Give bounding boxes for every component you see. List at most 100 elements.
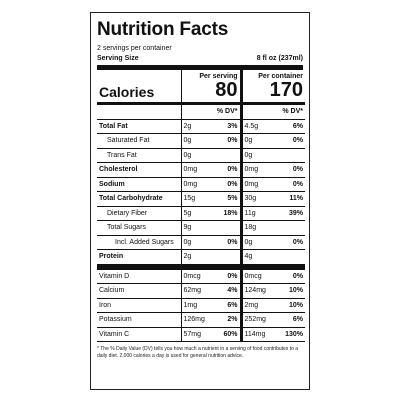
amount: 4.5g [239, 119, 274, 134]
amount: 126mg [180, 312, 215, 328]
daily-value: 0% [273, 235, 306, 250]
amount: 1mg [180, 298, 215, 313]
nutrient-name: Vitamin C [97, 327, 181, 342]
amount: 0mg [180, 162, 215, 178]
nutrient-name: Sodium [97, 177, 181, 192]
amount: 0mg [239, 177, 274, 192]
serving-head: Per serving 80 [180, 70, 242, 105]
blank-cell [97, 103, 181, 120]
nutrient-name: Dietary Fiber [97, 206, 181, 221]
daily-value: 3% [215, 119, 242, 134]
daily-value: 2% [215, 312, 242, 328]
amount: 9g [180, 220, 215, 236]
amount: 0mcg [180, 266, 215, 284]
amount: 62mg [180, 283, 215, 299]
daily-value: 0% [215, 133, 242, 149]
nutrient-name: Total Fat [97, 119, 181, 134]
nutrient-name: Iron [97, 298, 181, 313]
nutrient-name: Trans Fat [97, 148, 181, 163]
amount: 2mg [239, 298, 274, 313]
amount: 0mg [239, 162, 274, 178]
daily-value [273, 220, 306, 236]
nutrient-row: Total Sugars 9g 18g [97, 220, 306, 236]
daily-value: 0% [273, 177, 306, 192]
footnote: * The % Daily Value (DV) tells you how m… [97, 346, 299, 359]
dv-header: % DV* [180, 103, 242, 120]
nutrient-table: Calories Per serving 80 Per container 17… [97, 70, 306, 342]
daily-value: 0% [273, 162, 306, 178]
daily-value: 0% [215, 177, 242, 192]
amount: 30g [239, 191, 274, 207]
calories-serving: 80 [215, 78, 238, 101]
nutrient-row: Potassium 126mg 2% 252mg 6% [97, 312, 306, 328]
amount: 0g [239, 148, 274, 163]
daily-value: 10% [273, 283, 306, 299]
daily-value: 5% [215, 191, 242, 207]
nutrient-row: Sodium 0mg 0% 0mg 0% [97, 177, 306, 192]
daily-value: 6% [215, 298, 242, 313]
daily-value: 0% [215, 266, 242, 284]
serving-size: Serving Size 8 fl oz (237ml) [97, 54, 303, 70]
nutrient-name: Vitamin D [97, 266, 181, 284]
amount: 0g [239, 235, 274, 250]
daily-value: 0% [273, 133, 306, 149]
nutrient-row: Dietary Fiber 5g 18% 11g 39% [97, 206, 306, 221]
serving-size-value: 8 fl oz (237ml) [256, 55, 303, 62]
daily-value: 0% [215, 162, 242, 178]
daily-value: 18% [215, 206, 242, 221]
amount: 0g [180, 148, 215, 163]
amount: 114mg [239, 327, 274, 342]
daily-value: 6% [273, 119, 306, 134]
dv-header: % DV* [239, 103, 306, 120]
per-container-head: Per container [258, 72, 304, 80]
nutrient-name: Total Sugars [97, 220, 181, 236]
daily-value [273, 148, 306, 163]
nutrient-row: Total Fat 2g 3% 4.5g 6% [97, 119, 306, 134]
nutrient-name: Potassium [97, 312, 181, 328]
calories-row: Calories Per serving 80 Per container 17… [97, 70, 306, 105]
daily-value: 130% [273, 327, 306, 342]
daily-value: 10% [273, 298, 306, 313]
nutrient-row: Incl. Added Sugars 0g 0% 0g 0% [97, 235, 306, 250]
nutrient-name: Protein [97, 249, 181, 270]
daily-value [215, 249, 242, 270]
nutrient-name: Saturated Fat [97, 133, 181, 149]
daily-value: 11% [273, 191, 306, 207]
daily-value: 60% [215, 327, 242, 342]
dv-header-row: % DV* % DV* [97, 103, 306, 120]
daily-value [273, 249, 306, 270]
amount: 252mg [239, 312, 274, 328]
amount: 2g [180, 119, 215, 134]
amount: 57mg [180, 327, 215, 342]
amount: 0g [180, 235, 215, 250]
daily-value [215, 148, 242, 163]
table-body: Calories Per serving 80 Per container 17… [97, 70, 306, 342]
amount: 5g [180, 206, 215, 221]
nutrient-row: Saturated Fat 0g 0% 0g 0% [97, 133, 306, 149]
amount: 0mg [180, 177, 215, 192]
amount: 124mg [239, 283, 274, 299]
nutrient-row: Trans Fat 0g 0g [97, 148, 306, 163]
container-head: Per container 170 [239, 70, 306, 105]
amount: 0g [239, 133, 274, 149]
daily-value: 39% [273, 206, 306, 221]
nutrient-name: Calcium [97, 283, 181, 299]
nutrient-name: Cholesterol [97, 162, 181, 178]
amount: 4g [239, 249, 274, 270]
title: Nutrition Facts [97, 19, 229, 40]
nutrient-row: Calcium 62mg 4% 124mg 10% [97, 283, 306, 299]
nutrient-row: Vitamin D 0mcg 0% 0mcg 0% [97, 266, 306, 284]
daily-value: 4% [215, 283, 242, 299]
daily-value: 0% [273, 266, 306, 284]
daily-value: 0% [215, 235, 242, 250]
servings: 2 servings per container [97, 45, 172, 52]
per-serving-head: Per serving [199, 72, 238, 80]
nutrient-name: Total Carbohydrate [97, 191, 181, 207]
amount: 18g [239, 220, 274, 236]
nutrient-row: Vitamin C 57mg 60% 114mg 130% [97, 327, 306, 342]
nutrition-label: Nutrition Facts 2 servings per container… [90, 12, 310, 390]
nutrient-row: Protein 2g 4g [97, 249, 306, 270]
calories-label: Calories [97, 70, 181, 105]
calories-container: 170 [269, 78, 304, 101]
